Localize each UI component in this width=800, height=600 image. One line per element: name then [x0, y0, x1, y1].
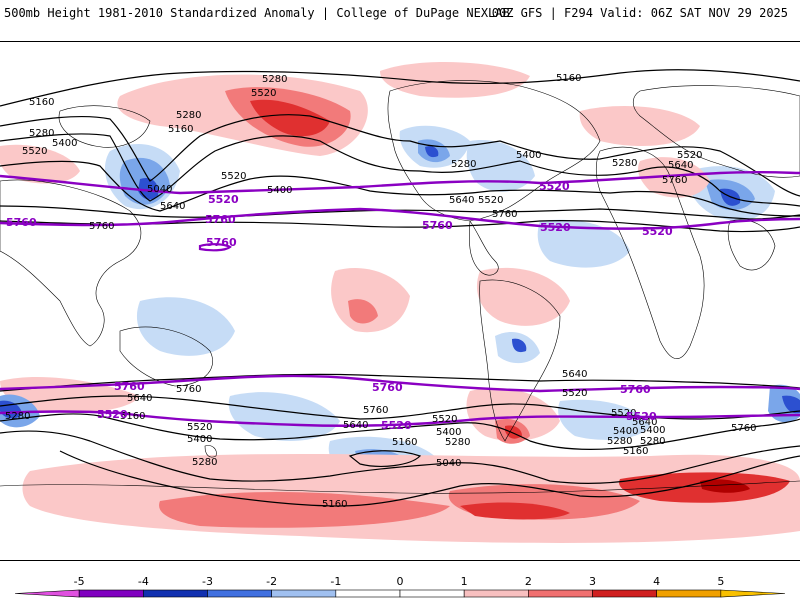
legend-swatch [399, 589, 465, 598]
purple-contour-label: 5520 [97, 408, 128, 421]
contour-label: 5280 [176, 110, 201, 121]
contour-label: 5280 [451, 159, 476, 170]
anomaly-shading [0, 61, 800, 543]
legend-swatch [463, 589, 529, 598]
legend-ticks: -5 -4 -3 -2 -1 0 1 2 3 4 5 [74, 575, 725, 588]
legend-swatch [592, 589, 657, 598]
purple-contour-label: 5760 [205, 213, 236, 226]
legend-tick-label: 2 [525, 575, 532, 588]
legend-tick-label: 3 [589, 575, 596, 588]
contour-label: 5280 [612, 158, 637, 169]
contour-label: 5400 [613, 426, 638, 437]
contour-label: 5160 [29, 97, 54, 108]
contour-label: 5520 [677, 150, 702, 161]
legend-swatch [14, 589, 80, 598]
contour-label: 5280 [5, 411, 30, 422]
legend-tick-label: -5 [74, 575, 85, 588]
purple-contour-label: 5760 [114, 380, 145, 393]
legend-tick-label: -1 [330, 575, 341, 588]
contour-label: 5280 [445, 437, 470, 448]
contour-label: 5280 [607, 436, 632, 447]
highlight-contours [0, 170, 800, 427]
contour-label: 5520 [478, 195, 503, 206]
purple-contour-label: 5760 [206, 236, 237, 249]
contour-label: 5640 [343, 420, 368, 431]
legend-tick-label: 4 [653, 575, 660, 588]
contour-label: 5640 [160, 201, 185, 212]
purple-contour-label: 5520 [539, 180, 570, 193]
contour-label: 5640 [632, 417, 657, 428]
contour-label: 5520 [562, 388, 587, 399]
map-panel[interactable]: 5160 5280 5520 5280 5160 5280 5400 5520 … [0, 41, 800, 561]
legend-swatch [143, 589, 208, 598]
contour-label: 5760 [89, 221, 114, 232]
map-title: 500mb Height 1981-2010 Standardized Anom… [4, 6, 510, 20]
legend-bar [14, 589, 786, 598]
contour-label: 5160 [168, 124, 193, 135]
contour-label: 5040 [436, 458, 461, 469]
contour-label: 5760 [662, 175, 687, 186]
legend-tick-label: -3 [202, 575, 213, 588]
legend-swatch [720, 589, 786, 598]
purple-contour-label: 5760 [6, 216, 37, 229]
purple-contour-label: 5760 [620, 383, 651, 396]
contour-label: 5520 [22, 146, 47, 157]
legend-tick-label: 1 [461, 575, 468, 588]
contour-labels: 5160 5280 5520 5280 5160 5280 5400 5520 … [5, 73, 756, 510]
contour-label: 5280 [640, 436, 665, 447]
purple-contour-label: 5520 [540, 221, 571, 234]
contour-label: 5640 [449, 195, 474, 206]
contour-label: 5400 [436, 427, 461, 438]
contour-label: 5640 [562, 369, 587, 380]
contour-label: 5760 [176, 384, 201, 395]
coastlines [0, 80, 800, 494]
contour-label: 5400 [640, 425, 665, 436]
legend-tick-label: 0 [397, 575, 404, 588]
contour-label: 5400 [267, 185, 292, 196]
legend-swatch [271, 589, 337, 598]
contour-label: 5760 [731, 423, 756, 434]
contour-label: 5520 [611, 408, 636, 419]
contour-label: 5040 [147, 184, 172, 195]
legend-swatch [656, 589, 722, 598]
purple-contour-label: 5520 [642, 225, 673, 238]
legend-swatch [78, 589, 144, 598]
contour-label: 5280 [192, 457, 217, 468]
contour-label: 5640 [127, 393, 152, 404]
legend-swatch [335, 589, 401, 598]
contour-label: 5520 [221, 171, 246, 182]
purple-contour-label: 5760 [422, 219, 453, 232]
contour-label: 5160 [623, 446, 648, 457]
purple-contour-label: 5520 [626, 410, 657, 423]
contour-label: 5640 [668, 160, 693, 171]
model-run-info: 00Z GFS | F294 Valid: 06Z SAT NOV 29 202… [491, 6, 788, 20]
contour-label: 5760 [363, 405, 388, 416]
contour-label: 5400 [187, 434, 212, 445]
contour-label: 5280 [29, 128, 54, 139]
contour-label: 5760 [492, 209, 517, 220]
contour-label: 5280 [262, 74, 287, 85]
contour-label: 5520 [251, 88, 276, 99]
color-legend: -5 -4 -3 -2 -1 0 1 2 3 4 5 [14, 575, 786, 598]
contour-label: 5160 [392, 437, 417, 448]
legend-swatch [207, 589, 272, 598]
anomaly-map[interactable]: 5160 5280 5520 5280 5160 5280 5400 5520 … [0, 42, 800, 560]
contour-label: 5160 [322, 499, 347, 510]
contour-label: 5400 [52, 138, 77, 149]
legend-tick-label: -4 [138, 575, 149, 588]
purple-contour-label: 5520 [381, 419, 412, 432]
legend-tick-label: -2 [266, 575, 277, 588]
purple-contour-label: 5520 [208, 193, 239, 206]
contour-label: 5160 [120, 411, 145, 422]
contour-label: 5520 [187, 422, 212, 433]
contour-label: 5520 [432, 414, 457, 425]
purple-contour-label: 5760 [372, 381, 403, 394]
height-contours [0, 69, 800, 507]
contour-label: 5400 [516, 150, 541, 161]
highlight-labels: 5520 5760 5760 5520 5760 5520 5760 5520 … [6, 180, 673, 432]
legend-tick-label: 5 [717, 575, 724, 588]
legend-swatch [528, 589, 593, 598]
contour-label: 5160 [556, 73, 581, 84]
